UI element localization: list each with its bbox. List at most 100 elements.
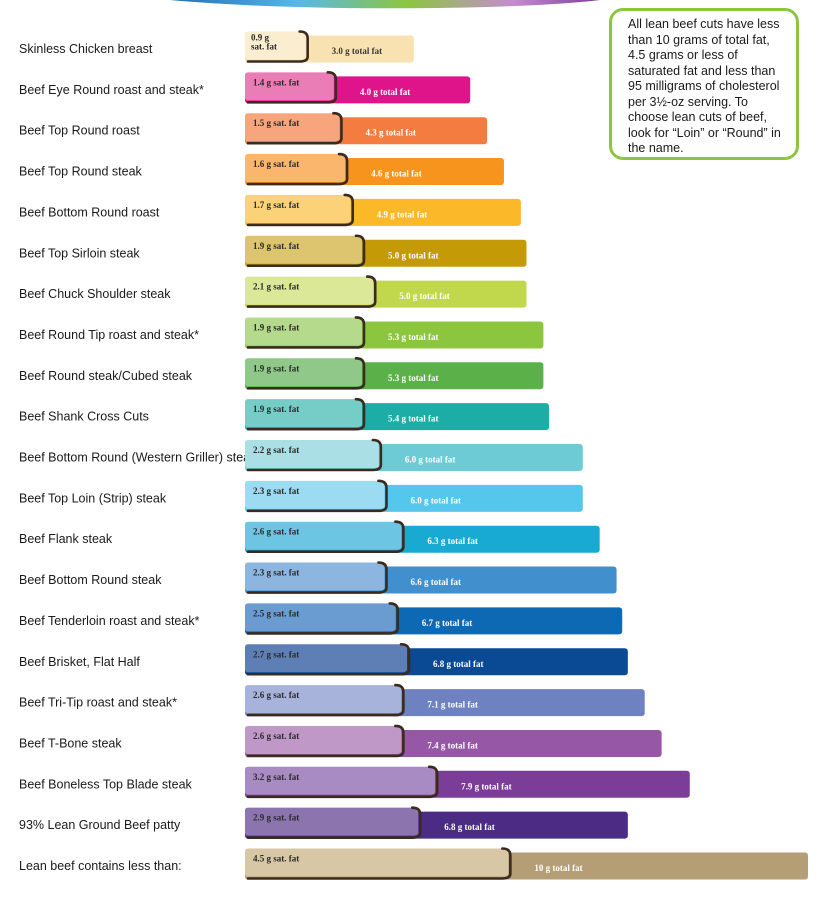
sat-fat-label: 1.5 g sat. fat bbox=[253, 118, 299, 128]
chart-row: Beef Top Round steak 1.6 g sat. fat 4.6 g … bbox=[19, 152, 504, 186]
total-fat-label: 6.7 g total fat bbox=[422, 618, 473, 628]
category-label: Beef Top Round steak bbox=[19, 165, 143, 179]
total-fat-label: 4.9 g total fat bbox=[377, 209, 428, 219]
chart-row: 93% Lean Ground Beef patty 2.9 g sat. fat… bbox=[19, 806, 628, 839]
sat-fat-bar bbox=[245, 685, 402, 714]
category-label: Beef Eye Round roast and steak* bbox=[19, 83, 204, 97]
sat-fat-bar-edge bbox=[246, 71, 338, 104]
category-label: Beef T-Bone steak bbox=[19, 736, 122, 750]
category-label: Beef Flank steak bbox=[19, 532, 113, 546]
total-fat-label: 6.8 g total fat bbox=[433, 659, 484, 669]
chart-row: Beef Top Round roast 1.5 g sat. fat 4.3 g … bbox=[19, 111, 488, 145]
chart-row: Beef Bottom Round (Western Griller) stea… bbox=[19, 438, 583, 472]
category-label: Skinless Chicken breast bbox=[19, 42, 153, 56]
category-label: Beef Round Tip roast and steak* bbox=[19, 328, 199, 342]
sat-fat-bar bbox=[245, 399, 362, 428]
sat-fat-label: 1.9 g sat. fat bbox=[253, 241, 299, 251]
sat-fat-bar-edge bbox=[246, 683, 405, 717]
sat-fat-bar bbox=[245, 521, 402, 550]
total-fat-label: 6.0 g total fat bbox=[405, 455, 456, 465]
category-label: Beef Brisket, Flat Half bbox=[19, 655, 140, 669]
sat-fat-label: 1.9 g sat. fat bbox=[253, 322, 299, 332]
chart-row: Beef Bottom Round steak 2.3 g sat. fat 6.6… bbox=[19, 561, 617, 594]
chart-row: Beef Tenderloin roast and steak* 2.5 g sa… bbox=[19, 602, 623, 635]
total-fat-label: 5.3 g total fat bbox=[388, 332, 439, 342]
sat-fat-bar-edge bbox=[246, 724, 405, 758]
sat-fat-label: 2.6 g sat. fat bbox=[253, 731, 299, 741]
sat-fat-bar-edge bbox=[246, 234, 366, 268]
sat-fat-bar-edge bbox=[246, 520, 405, 553]
total-fat-label: 3.0 g total fat bbox=[332, 46, 383, 56]
sat-fat-label: 2.2 g sat. fat bbox=[253, 445, 299, 455]
category-label: Beef Bottom Round roast bbox=[19, 205, 160, 219]
sat-fat-bar bbox=[245, 480, 385, 509]
category-label: 93% Lean Ground Beef patty bbox=[19, 818, 181, 832]
sat-fat-bar bbox=[245, 603, 396, 632]
total-fat-label: 5.0 g total fat bbox=[388, 250, 439, 260]
category-label: Beef Chuck Shoulder steak bbox=[19, 287, 171, 301]
sat-fat-label: 2.1 g sat. fat bbox=[253, 282, 299, 292]
sat-fat-bar-edge bbox=[246, 806, 422, 839]
callout-text: All lean beef cuts have less than 10 gra… bbox=[628, 17, 781, 155]
sat-fat-label: 2.6 g sat. fat bbox=[253, 527, 299, 537]
sat-fat-bar bbox=[245, 807, 419, 836]
chart-row: Skinless Chicken breast 0.9 g sat. fat 3.0 … bbox=[19, 30, 414, 63]
sat-fat-label: 2.3 g sat. fat bbox=[253, 486, 299, 496]
sat-fat-bar bbox=[245, 113, 340, 142]
sat-fat-bar bbox=[245, 644, 408, 673]
total-fat-label: 5.3 g total fat bbox=[388, 373, 439, 383]
category-label: Beef Top Sirloin steak bbox=[19, 246, 140, 260]
total-fat-label: 4.6 g total fat bbox=[371, 169, 422, 179]
sat-fat-label: 1.7 g sat. fat bbox=[253, 200, 299, 210]
sat-fat-label: 0.9 g sat. fat bbox=[251, 33, 277, 52]
total-fat-label: 6.6 g total fat bbox=[410, 577, 461, 587]
chart-row: Beef Tri-Tip roast and steak* 2.6 g sat. … bbox=[19, 683, 645, 717]
chart-row: Beef Shank Cross Cuts 1.9 g sat. fat 5.4 g… bbox=[19, 397, 550, 431]
chart-row: Beef Boneless Top Blade steak 3.2 g sat. … bbox=[19, 765, 690, 799]
category-label: Beef Tenderloin roast and steak* bbox=[19, 614, 200, 628]
category-label: Beef Round steak/Cubed steak bbox=[19, 369, 193, 383]
sat-fat-bar bbox=[245, 562, 385, 591]
sat-fat-bar bbox=[245, 154, 346, 183]
sat-fat-label: 3.2 g sat. fat bbox=[253, 772, 299, 782]
chart-row: Beef Top Sirloin steak 1.9 g sat. fat 5.0 … bbox=[19, 234, 527, 268]
sat-fat-bar bbox=[245, 72, 334, 101]
chart-row: Beef Round steak/Cubed steak 1.9 g sat. f… bbox=[19, 357, 544, 390]
sat-fat-bar bbox=[245, 276, 374, 305]
sat-fat-bar-edge bbox=[246, 152, 349, 186]
sat-fat-bar-edge bbox=[246, 602, 400, 635]
chart-row: Beef T-Bone steak 2.6 g sat. fat 7.4 g tot… bbox=[19, 724, 662, 758]
total-fat-label: 5.4 g total fat bbox=[388, 414, 439, 424]
category-label: Beef Boneless Top Blade steak bbox=[19, 777, 193, 791]
sat-fat-bar bbox=[245, 317, 362, 346]
sat-fat-label: 2.5 g sat. fat bbox=[253, 608, 299, 618]
category-label: Lean beef contains less than: bbox=[19, 859, 182, 873]
chart-row: Beef Chuck Shoulder steak 2.1 g sat. fat 5… bbox=[19, 275, 527, 308]
sat-fat-bar bbox=[245, 725, 402, 754]
category-label: Beef Bottom Round (Western Griller) stea… bbox=[19, 451, 257, 465]
category-label: Beef Shank Cross Cuts bbox=[19, 410, 149, 424]
sat-fat-label: 2.3 g sat. fat bbox=[253, 568, 299, 578]
total-fat-label: 6.8 g total fat bbox=[444, 822, 495, 832]
sat-fat-bar bbox=[245, 194, 351, 223]
category-label: Beef Tri-Tip roast and steak* bbox=[19, 696, 177, 710]
lean-beef-callout: All lean beef cuts have less than 10 gra… bbox=[609, 8, 799, 160]
sat-fat-bar-edge bbox=[246, 479, 388, 513]
sat-fat-bar bbox=[245, 440, 379, 468]
sat-fat-label: 1.9 g sat. fat bbox=[253, 404, 299, 414]
sat-fat-bar-edge bbox=[246, 357, 366, 390]
total-fat-label: 7.4 g total fat bbox=[427, 740, 478, 750]
sat-fat-label: 1.9 g sat. fat bbox=[253, 363, 299, 373]
total-fat-label: 10 g total fat bbox=[534, 863, 582, 873]
chart-row: Beef Bottom Round roast 1.7 g sat. fat 4.9… bbox=[19, 193, 521, 227]
swoosh-shape bbox=[170, 0, 600, 9]
category-label: Beef Bottom Round steak bbox=[19, 573, 162, 587]
sat-fat-label: 2.9 g sat. fat bbox=[253, 813, 299, 823]
category-label: Beef Top Loin (Strip) steak bbox=[19, 491, 167, 505]
sat-fat-bar-edge bbox=[246, 397, 366, 431]
sat-fat-bar bbox=[245, 31, 306, 60]
total-fat-label: 4.3 g total fat bbox=[365, 128, 416, 138]
sat-fat-bar-edge bbox=[246, 316, 366, 349]
total-fat-label: 7.9 g total fat bbox=[461, 781, 512, 791]
chart-row: Beef Top Loin (Strip) steak 2.3 g sat. fa… bbox=[19, 479, 583, 513]
